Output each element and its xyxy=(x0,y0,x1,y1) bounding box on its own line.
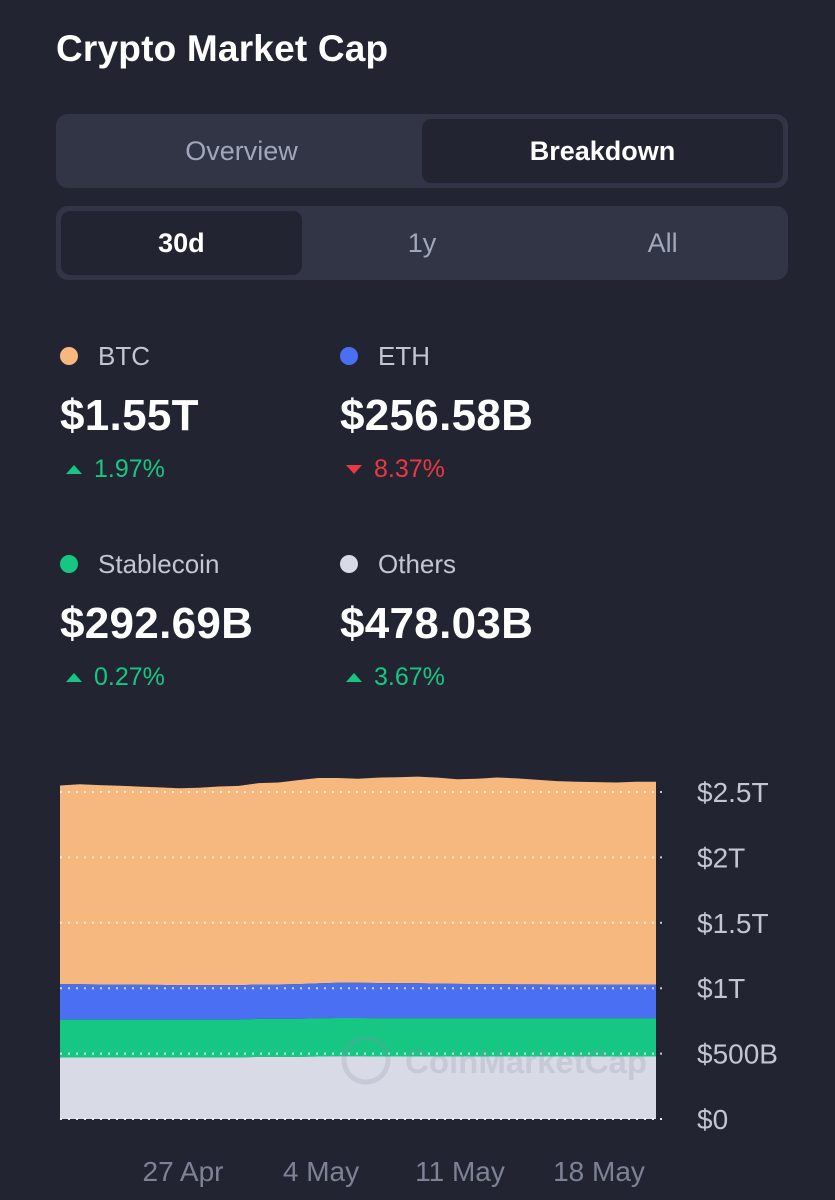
area-others xyxy=(60,1056,656,1119)
stat-value: $292.69B xyxy=(60,599,254,648)
view-segmented-control: Overview Breakdown xyxy=(56,114,788,188)
area-stablecoin xyxy=(60,1018,656,1058)
y-axis: $0 $500B $1T $1.5T $2T $2.5T xyxy=(697,777,778,1135)
stat-label: BTC xyxy=(98,340,150,371)
stat-label: ETH xyxy=(378,340,430,371)
y-tick-label: $1T xyxy=(697,973,745,1004)
caret-up-icon xyxy=(66,465,82,474)
x-tick-label: 18 May xyxy=(553,1156,645,1187)
y-tick-label: $500B xyxy=(697,1039,778,1070)
watermark: CoinMarketCap xyxy=(341,1035,647,1085)
eth-legend-dot xyxy=(340,347,358,365)
btc-legend-dot xyxy=(60,347,78,365)
stat-others: Others $478.03B 3.67% xyxy=(340,549,600,692)
watermark-text: CoinMarketCap xyxy=(405,1043,647,1080)
x-axis: 27 Apr 4 May 11 May 18 May xyxy=(143,1156,645,1187)
stat-stablecoin: Stablecoin $292.69B 0.27% xyxy=(60,549,320,692)
stat-btc: BTC $1.55T 1.97% xyxy=(60,341,320,484)
caret-down-icon xyxy=(346,465,362,474)
tab-breakdown[interactable]: Breakdown xyxy=(422,119,783,183)
y-tick-label: $0 xyxy=(697,1104,728,1135)
range-1y[interactable]: 1y xyxy=(407,227,437,258)
page-title: Crypto Market Cap xyxy=(56,28,389,69)
stat-label: Stablecoin xyxy=(98,548,220,579)
y-tick-label: $2.5T xyxy=(697,777,769,808)
stat-value: $1.55T xyxy=(60,391,199,440)
caret-up-icon xyxy=(66,673,82,682)
stat-label: Others xyxy=(378,548,457,579)
y-tick-label: $1.5T xyxy=(697,908,769,939)
area-eth xyxy=(60,982,656,1020)
range-all[interactable]: All xyxy=(647,227,678,258)
chart-areas xyxy=(60,776,656,1119)
stat-change: 0.27% xyxy=(94,663,165,691)
x-tick-label: 11 May xyxy=(415,1156,505,1187)
stat-change: 1.97% xyxy=(94,455,165,483)
coinmarketcap-logo-icon xyxy=(341,1035,391,1085)
others-legend-dot xyxy=(340,555,358,573)
stat-value: $478.03B xyxy=(340,599,534,648)
y-tick-label: $2T xyxy=(697,842,745,873)
market-cap-area-chart[interactable]: CoinMarketCap $0 $500B $1T $1.5T $2T $2.5T 27… xyxy=(0,740,835,1200)
caret-up-icon xyxy=(346,673,362,682)
range-30d[interactable]: 30d xyxy=(61,211,302,275)
stat-change: 3.67% xyxy=(374,663,445,691)
tab-overview[interactable]: Overview xyxy=(185,135,298,166)
x-tick-label: 4 May xyxy=(283,1156,359,1187)
x-tick-label: 27 Apr xyxy=(143,1156,224,1187)
stat-value: $256.58B xyxy=(340,391,534,440)
range-segmented-control: 30d 1y All xyxy=(56,206,788,280)
stat-change: 8.37% xyxy=(374,455,445,483)
area-btc xyxy=(60,776,656,986)
stat-eth: ETH $256.58B 8.37% xyxy=(340,341,600,484)
stablecoin-legend-dot xyxy=(60,555,78,573)
